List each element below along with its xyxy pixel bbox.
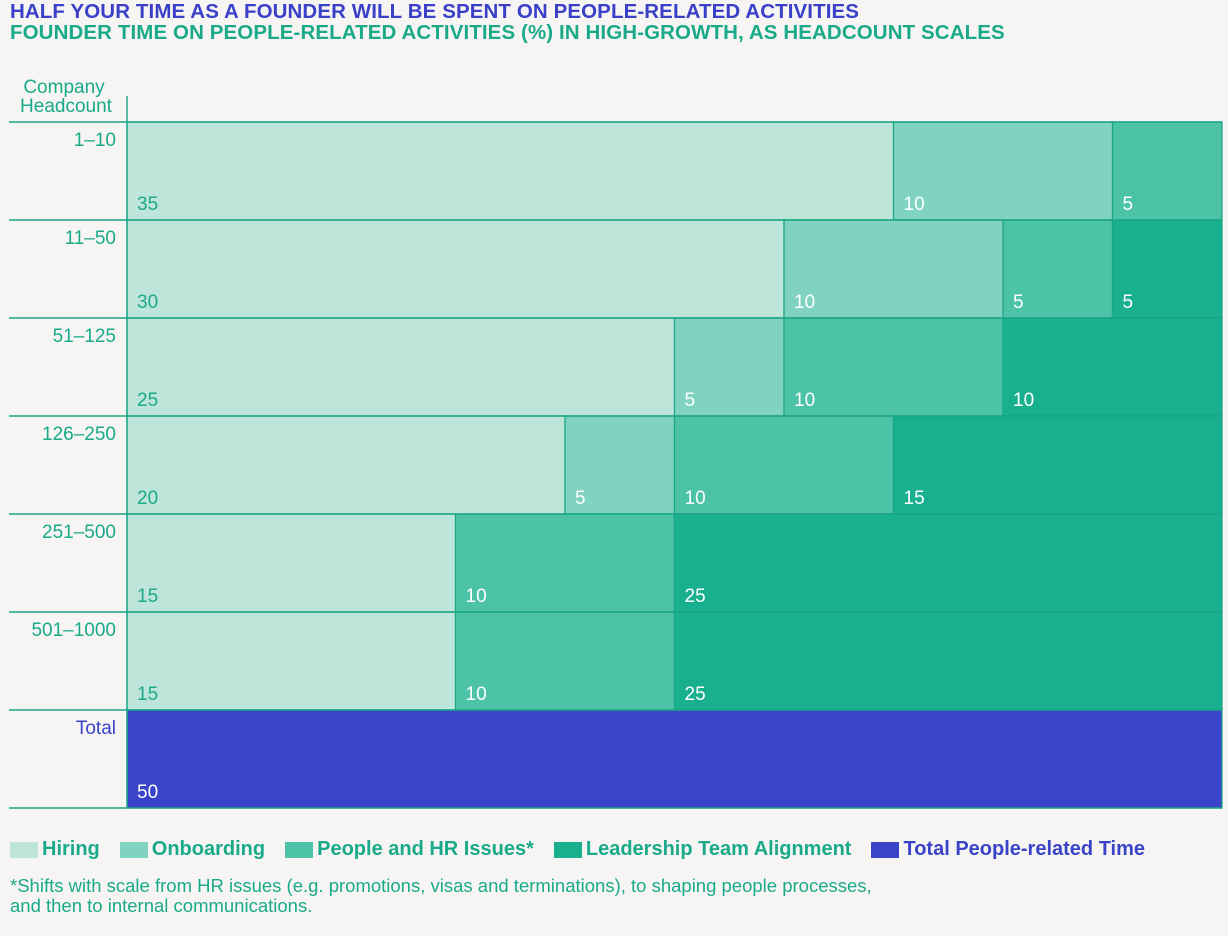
legend-item: Total People-related Time <box>871 838 1145 861</box>
legend-label: Hiring <box>42 838 100 860</box>
bar-onboarding <box>892 121 1114 221</box>
bar-value-label: 10 <box>904 194 925 215</box>
category-label: 11–50 <box>65 228 116 249</box>
bar-value-label: 50 <box>137 782 158 803</box>
bar-value-label: 5 <box>575 488 586 509</box>
legend-swatch <box>10 841 38 858</box>
legend-item: Onboarding <box>119 838 266 861</box>
legend-swatch <box>119 841 148 858</box>
bar-value-label: 35 <box>137 194 158 215</box>
bar-value-label: 25 <box>685 586 706 607</box>
legend-item: Hiring <box>10 838 100 861</box>
category-label: 251–500 <box>42 522 116 543</box>
category-label: 126–250 <box>42 424 116 445</box>
legend-label: Onboarding <box>151 838 266 860</box>
chart-title: HALF YOUR TIME AS A FOUNDER WILL BE SPEN… <box>10 0 860 23</box>
bar-value-label: 20 <box>137 488 158 509</box>
bar-value-label: 15 <box>137 684 158 705</box>
y-axis-title-line-1: Company <box>23 77 105 98</box>
bar-total-people-related-time <box>126 709 1223 809</box>
bar-people-and-hr-issues <box>673 415 895 515</box>
bar-value-label: 5 <box>685 390 696 411</box>
bar-hiring <box>126 121 895 221</box>
y-axis-title-line-2: Headcount <box>20 96 113 117</box>
bar-value-label: 10 <box>794 292 815 313</box>
bar-people-and-hr-issues <box>1111 121 1223 221</box>
bar-value-label: 30 <box>137 292 158 313</box>
category-label: 501–1000 <box>31 620 116 641</box>
bar-hiring <box>126 317 676 417</box>
bar-value-label: 25 <box>685 684 706 705</box>
legend-label: Total People-related Time <box>903 838 1146 860</box>
bar-hiring <box>126 415 566 515</box>
legend-swatch <box>553 841 582 858</box>
legend-label: People and HR Issues* <box>317 838 534 860</box>
footnote-line-1: *Shifts with scale from HR issues (e.g. … <box>10 875 872 896</box>
bar-leadership-team-alignment <box>673 513 1223 613</box>
bar-onboarding <box>673 317 785 417</box>
legend: Hiring Onboarding People and HR Issues* Lea… <box>10 838 1145 861</box>
chart-subtitle: FOUNDER TIME ON PEOPLE-RELATED ACTIVITIE… <box>10 21 1005 44</box>
bar-value-label: 5 <box>1013 292 1024 313</box>
legend-swatch <box>285 841 314 858</box>
category-label: 1–10 <box>74 130 116 151</box>
bar-people-and-hr-issues <box>454 513 676 613</box>
category-label: Total <box>76 718 116 739</box>
bar-hiring <box>126 219 785 319</box>
bar-value-label: 10 <box>1013 390 1034 411</box>
footnote: *Shifts with scale from HR issues (e.g. … <box>10 876 872 916</box>
bar-value-label: 5 <box>1123 194 1134 215</box>
bar-leadership-team-alignment <box>673 611 1223 711</box>
bar-value-label: 10 <box>794 390 815 411</box>
bar-value-label: 15 <box>904 488 925 509</box>
legend-item: People and HR Issues* <box>285 838 534 861</box>
footnote-line-2: and then to internal communications. <box>10 895 313 916</box>
bar-onboarding <box>783 219 1004 319</box>
bar-value-label: 10 <box>685 488 706 509</box>
category-label: 51–125 <box>53 326 116 347</box>
bar-hiring <box>126 513 457 613</box>
bar-value-label: 5 <box>1123 292 1134 313</box>
bar-leadership-team-alignment <box>1002 317 1223 417</box>
bar-value-label: 25 <box>137 390 158 411</box>
bar-leadership-team-alignment <box>1111 219 1223 319</box>
legend-item: Leadership Team Alignment <box>553 838 852 861</box>
bar-hiring <box>126 611 457 711</box>
bar-value-label: 15 <box>137 586 158 607</box>
bar-people-and-hr-issues <box>454 611 676 711</box>
legend-label: Leadership Team Alignment <box>585 838 852 860</box>
bar-leadership-team-alignment <box>892 415 1223 515</box>
legend-swatch <box>871 841 900 858</box>
bar-value-label: 10 <box>466 586 487 607</box>
bar-people-and-hr-issues <box>783 317 1004 417</box>
bar-value-label: 10 <box>466 684 487 705</box>
